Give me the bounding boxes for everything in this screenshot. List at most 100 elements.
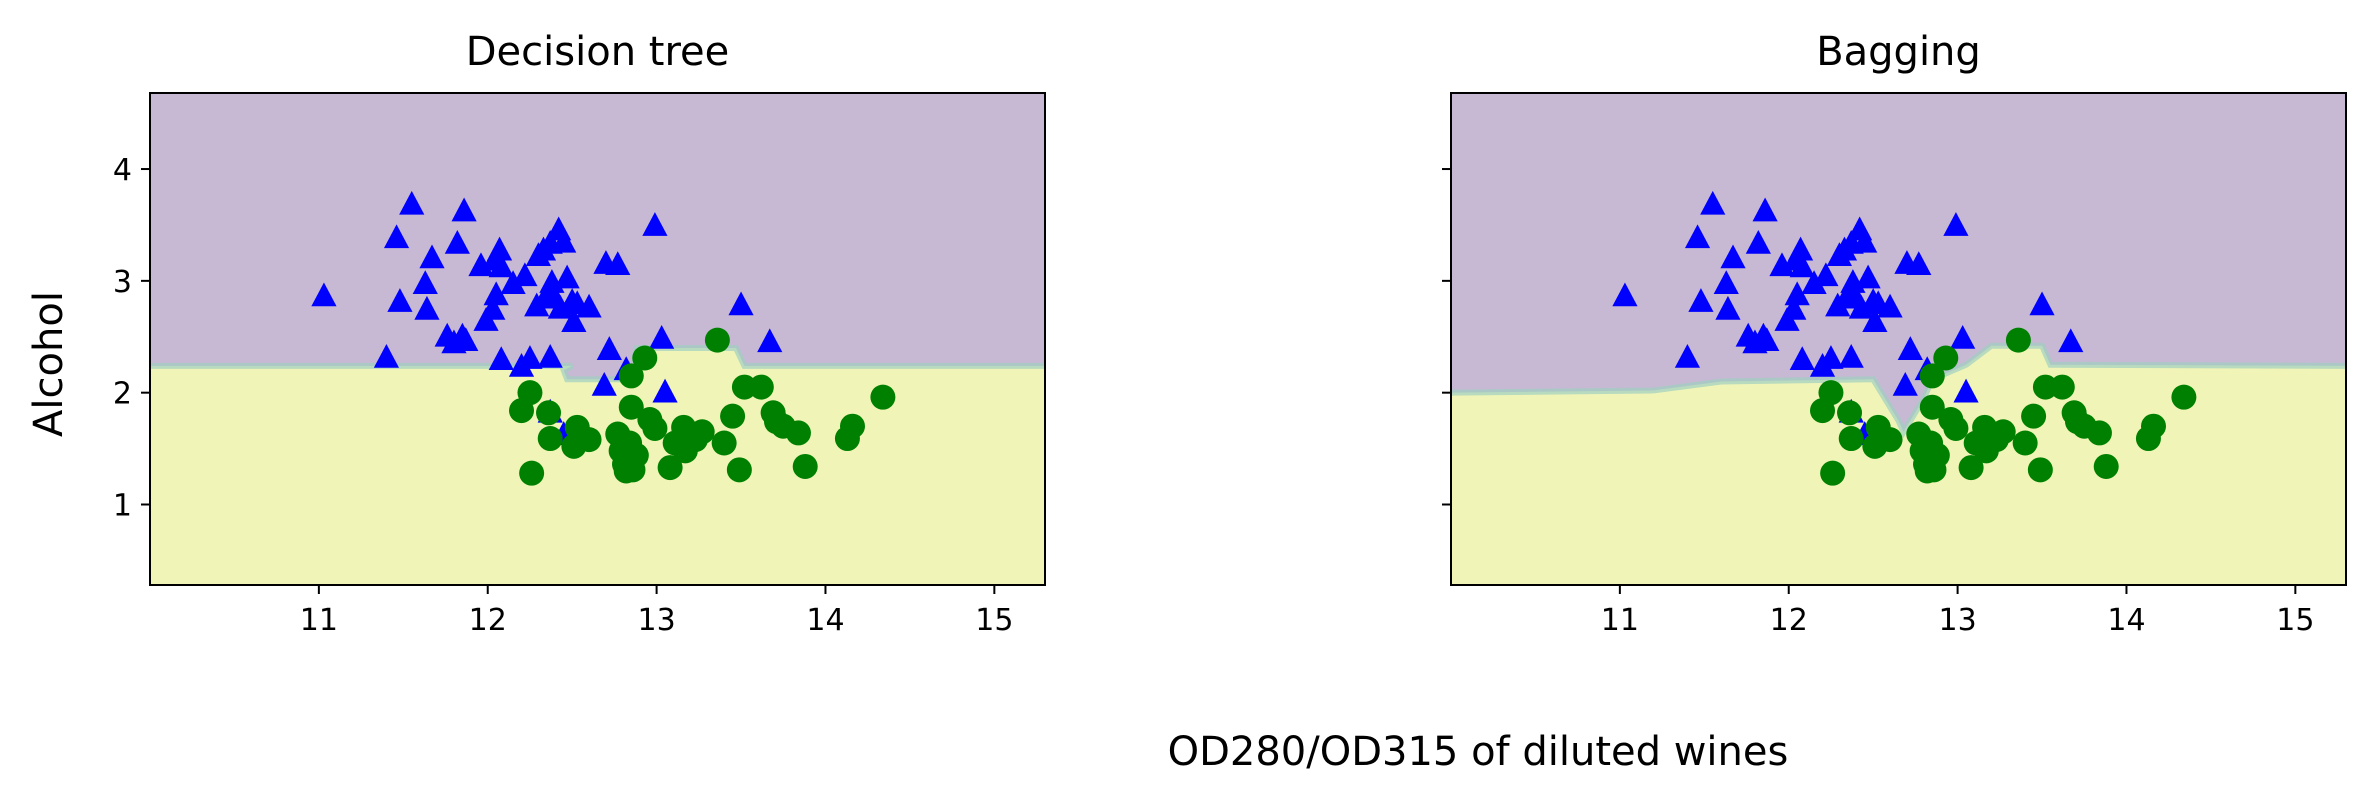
circle-point [792,453,818,479]
triangle-point [488,346,514,371]
triangle-point [500,270,526,295]
triangle-point [1953,378,1979,403]
triangle-point [453,327,479,352]
circle-point [1837,400,1863,426]
circle-point [1919,394,1945,420]
circle-point [1818,380,1844,406]
triangle-point [554,264,580,289]
triangle-point [2058,328,2084,353]
triangle-point [1813,262,1839,287]
triangle-point [1818,345,1844,369]
circle-point [1958,455,1984,481]
triangle-point [512,262,538,287]
x-tick-label: 12 [469,603,507,638]
x-tick-label: 14 [806,603,844,638]
triangle-point [1745,229,1771,254]
circle-point [679,423,705,449]
triangle-point [1754,327,1780,352]
triangle-point [728,291,754,316]
circle-point [576,427,602,453]
triangle-point [483,281,509,306]
triangle-point [596,336,622,360]
circle-point [720,403,746,429]
triangle-point [1781,295,1807,320]
circle-point [1919,363,1945,389]
circle-point [711,430,737,456]
triangle-point [1784,281,1810,306]
circle-point [2021,403,2047,429]
triangle-point [373,344,400,368]
circle-point [704,327,730,353]
circle-point [2027,457,2053,483]
circle-point [1980,423,2006,449]
triangle-point [649,325,675,349]
triangle-point [1906,251,1932,275]
circle-point [2140,413,2166,439]
triangle-point [537,344,563,368]
axes-frame [1450,92,2347,586]
triangle-point [488,253,514,278]
circle-point [536,400,562,426]
circle-point [2012,430,2038,456]
triangle-point [399,190,425,215]
triangle-point [757,328,783,353]
markers [1612,190,2197,486]
x-tick-label: 13 [638,603,676,638]
x-tick-label: 14 [2107,603,2145,638]
circle-point [748,374,774,400]
circle-point [1943,415,1969,441]
triangle-point [387,288,413,312]
x-axis-label: OD280/OD315 of diluted wines [1168,729,1789,775]
circle-point [1933,345,1959,371]
triangle-point [1713,270,1739,295]
triangle-point [383,224,410,249]
triangle-point [642,212,668,236]
circle-point [1838,426,1864,452]
triangle-point [412,270,438,295]
triangle-point [1838,344,1864,368]
x-tick-label: 11 [1601,603,1639,638]
circle-point [1877,427,1903,453]
circle-point [785,420,811,446]
triangle-point [1943,212,1969,236]
triangle-point [1787,236,1814,261]
triangle-point [517,345,543,369]
triangle-point [1684,224,1711,249]
triangle-point [1789,346,1815,371]
circle-point [726,457,752,483]
panel-title: Bagging [1816,29,1981,75]
triangle-point [1877,293,1903,318]
triangle-point [1801,270,1827,295]
triangle-point [1715,295,1741,320]
triangle-point [1862,308,1888,333]
panel-2: 11 12 13 14 15 Bagging [1442,29,2347,638]
region-class-2 [1451,345,2346,585]
triangle-point [1720,244,1746,269]
triangle-point [1950,325,1976,349]
triangle-point [1789,253,1815,278]
triangle-point [451,197,477,222]
triangle-point [591,371,617,396]
triangle-point [551,228,577,253]
circle-point [2171,384,2197,410]
circle-point [2049,374,2075,400]
y-tick-label: 3 [113,265,132,300]
y-tick-label: 4 [113,153,132,188]
triangle-point [1855,264,1881,289]
region-class-2 [150,347,1045,585]
triangle-point [561,308,587,333]
circle-point [623,442,649,468]
circle-point [1820,460,1846,486]
circle-point [632,345,658,371]
triangle-point [2029,291,2055,316]
triangle-point [605,251,631,275]
triangle-point [444,229,470,254]
circle-point [618,363,644,389]
x-tick-label: 11 [300,603,338,638]
circle-point [870,384,896,410]
y-axis-label: Alcohol [26,291,72,437]
triangle-point [486,236,513,261]
x-tick-label: 15 [2276,603,2314,638]
